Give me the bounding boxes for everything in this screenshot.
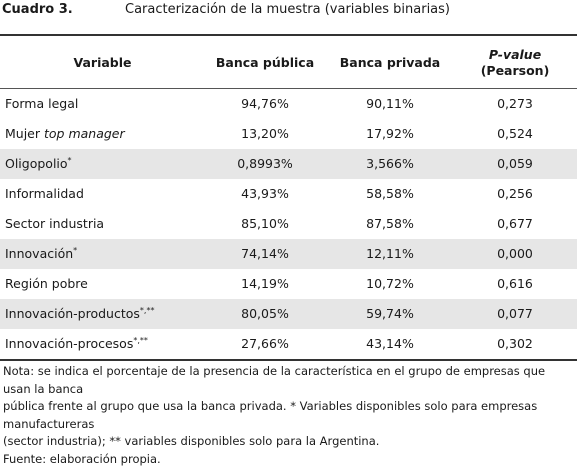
cell-banca-publica: 14,19% <box>205 269 325 299</box>
table-header: Variable Banca pública Banca privada P-v… <box>0 38 577 88</box>
source-line: Fuente: elaboración propia. <box>3 451 575 468</box>
cell-pvalue: 0,273 <box>455 89 575 119</box>
cell-banca-privada: 58,58% <box>325 179 455 209</box>
cell-banca-publica: 85,10% <box>205 209 325 239</box>
table-row: Oligopolio* 0,8993% 3,566% 0,059 <box>0 149 577 179</box>
table-row: Innovación* 74,14% 12,11% 0,000 <box>0 239 577 269</box>
row-label: Forma legal <box>5 89 78 119</box>
cell-banca-privada: 87,58% <box>325 209 455 239</box>
table-row: Mujer top manager 13,20% 17,92% 0,524 <box>0 119 577 149</box>
cell-pvalue: 0,059 <box>455 149 575 179</box>
cell-pvalue: 0,256 <box>455 179 575 209</box>
table-document: Cuadro 3. Caracterización de la muestra … <box>0 0 577 435</box>
cell-banca-publica: 80,05% <box>205 299 325 329</box>
bottom-rule <box>0 359 577 361</box>
header-variable: Variable <box>0 38 205 88</box>
cell-banca-privada: 43,14% <box>325 329 455 359</box>
table-note: Nota: se indica el porcentaje de la pres… <box>3 363 575 468</box>
cell-banca-publica: 43,93% <box>205 179 325 209</box>
row-label: Informalidad <box>5 179 84 209</box>
row-label: Región pobre <box>5 269 88 299</box>
cell-pvalue: 0,677 <box>455 209 575 239</box>
table-row: Informalidad 43,93% 58,58% 0,256 <box>0 179 577 209</box>
cell-pvalue: 0,616 <box>455 269 575 299</box>
cell-banca-privada: 3,566% <box>325 149 455 179</box>
row-label: Innovación-productos*,** <box>5 299 154 329</box>
note-line: Nota: se indica el porcentaje de la pres… <box>3 363 575 398</box>
cell-banca-publica: 74,14% <box>205 239 325 269</box>
cell-banca-privada: 90,11% <box>325 89 455 119</box>
cell-pvalue: 0,524 <box>455 119 575 149</box>
row-label: Oligopolio* <box>5 149 72 179</box>
cell-banca-privada: 17,92% <box>325 119 455 149</box>
cell-pvalue: 0,302 <box>455 329 575 359</box>
cell-banca-publica: 94,76% <box>205 89 325 119</box>
row-label: Mujer top manager <box>5 119 125 149</box>
header-pvalue-method: (Pearson) <box>481 63 550 79</box>
table-caption: Caracterización de la muestra (variables… <box>125 2 450 17</box>
header-pvalue-label: P-value <box>489 47 541 63</box>
note-line: pública frente al grupo que usa la banca… <box>3 398 575 433</box>
top-rule <box>0 34 577 36</box>
note-line: (sector industria); ** variables disponi… <box>3 433 575 451</box>
cell-banca-privada: 12,11% <box>325 239 455 269</box>
table-row: Forma legal 94,76% 90,11% 0,273 <box>0 89 577 119</box>
table-body: Forma legal 94,76% 90,11% 0,273 Mujer to… <box>0 89 577 359</box>
table-row: Innovación-procesos*,** 27,66% 43,14% 0,… <box>0 329 577 359</box>
cell-banca-publica: 0,8993% <box>205 149 325 179</box>
header-pvalue: P-value (Pearson) <box>455 38 575 88</box>
header-banca-publica: Banca pública <box>205 38 325 88</box>
table-row: Sector industria 85,10% 87,58% 0,677 <box>0 209 577 239</box>
table-number: Cuadro 3. <box>2 2 73 17</box>
header-banca-privada: Banca privada <box>325 38 455 88</box>
table-title: Cuadro 3. Caracterización de la muestra … <box>2 2 577 22</box>
cell-banca-privada: 10,72% <box>325 269 455 299</box>
cell-pvalue: 0,000 <box>455 239 575 269</box>
table-row: Innovación-productos*,** 80,05% 59,74% 0… <box>0 299 577 329</box>
cell-banca-publica: 27,66% <box>205 329 325 359</box>
cell-banca-privada: 59,74% <box>325 299 455 329</box>
table-row: Región pobre 14,19% 10,72% 0,616 <box>0 269 577 299</box>
row-label: Sector industria <box>5 209 104 239</box>
row-label: Innovación* <box>5 239 77 269</box>
row-label: Innovación-procesos*,** <box>5 329 148 359</box>
cell-banca-publica: 13,20% <box>205 119 325 149</box>
cell-pvalue: 0,077 <box>455 299 575 329</box>
